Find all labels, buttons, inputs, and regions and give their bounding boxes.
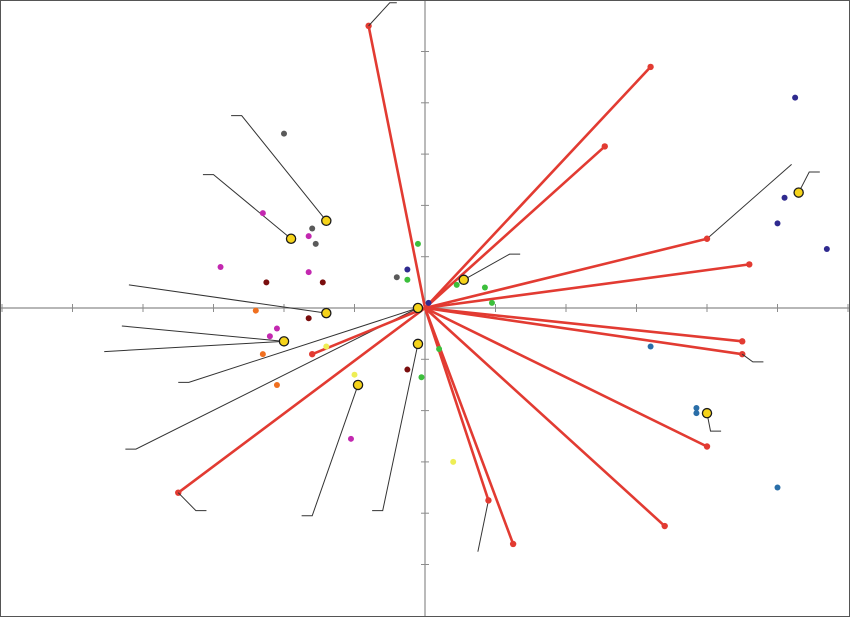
loading-vector [423, 237, 709, 310]
score-point [693, 405, 700, 412]
score-point [217, 263, 224, 270]
score-point [393, 274, 400, 281]
score-point [305, 269, 312, 276]
score-point [259, 351, 266, 358]
loading-vector [423, 306, 709, 448]
highlighted-points [278, 187, 804, 419]
loading-vector [423, 306, 490, 502]
vector-tip [647, 63, 654, 71]
loading-vector [423, 306, 667, 528]
vector-tip [485, 497, 492, 504]
score-point [453, 281, 460, 288]
highlighted-point [285, 233, 297, 244]
loading-vector [423, 263, 751, 310]
score-point [693, 410, 700, 417]
point-label-leader [128, 284, 327, 314]
score-point [273, 381, 280, 388]
score-point [781, 194, 788, 201]
point-label-leader [798, 171, 820, 193]
score-point [252, 307, 259, 314]
loading-vector [367, 24, 427, 310]
loading-vector [310, 306, 427, 356]
point-label-leader [463, 253, 521, 281]
highlighted-point [278, 336, 290, 347]
score-point [323, 343, 330, 350]
score-point [351, 371, 358, 378]
highlighted-point [458, 274, 470, 286]
vector-tip [309, 350, 316, 358]
point-label-leader [178, 307, 419, 383]
point-label-leader [706, 163, 792, 240]
highlighted-point [412, 338, 424, 350]
score-point [309, 225, 316, 232]
loading-vector [423, 306, 744, 343]
point-label-leader [706, 413, 722, 432]
label-leader-lines [104, 115, 820, 552]
vector-tip [661, 522, 668, 530]
vector-tip [703, 443, 711, 450]
point-label-leader [125, 307, 419, 450]
loading-vector [423, 306, 744, 356]
vector-tip [703, 235, 711, 242]
score-point [404, 366, 411, 373]
score-point [259, 210, 266, 217]
highlighted-point [412, 302, 424, 314]
score-point [774, 220, 781, 227]
score-point [347, 435, 354, 442]
point-label-leader [231, 115, 327, 222]
highlighted-point [321, 215, 332, 227]
score-point [305, 315, 312, 322]
highlighted-point [701, 407, 713, 419]
vector-tip [509, 540, 517, 548]
vector-tip [746, 261, 753, 268]
score-point [404, 266, 411, 273]
score-point [647, 343, 654, 350]
highlighted-point [321, 307, 332, 319]
score-point [281, 130, 287, 137]
highlighted-point [352, 379, 364, 391]
score-point [450, 458, 457, 465]
loading-vector [176, 306, 427, 494]
point-label-leader [202, 174, 292, 240]
vector-tip [601, 143, 608, 150]
score-point [774, 484, 781, 491]
score-point [481, 284, 488, 291]
score-point [404, 276, 411, 283]
score-point [488, 299, 495, 306]
score-point [414, 240, 421, 247]
highlighted-point [793, 187, 804, 198]
loading-vectors [175, 2, 764, 548]
point-label-leader [104, 340, 285, 353]
loading-vector [423, 145, 607, 310]
vector-tip [739, 338, 746, 345]
score-point [319, 279, 326, 286]
score-point [312, 240, 319, 247]
score-point [436, 346, 443, 353]
vector-label-leader [741, 353, 764, 363]
loading-vector [423, 65, 652, 310]
score-point [273, 325, 280, 332]
score-point [823, 246, 830, 253]
score-point [263, 279, 270, 286]
point-label-leader [121, 325, 285, 342]
point-label-leader [477, 500, 489, 552]
point-label-leader [372, 343, 419, 512]
score-point [425, 299, 432, 306]
score-points [217, 94, 830, 491]
point-label-leader [301, 384, 359, 517]
vector-label-leader [368, 2, 397, 27]
vector-label-leader [177, 492, 207, 512]
score-point [418, 374, 425, 381]
score-point [792, 94, 799, 101]
score-point [305, 233, 312, 240]
score-point [266, 333, 273, 340]
